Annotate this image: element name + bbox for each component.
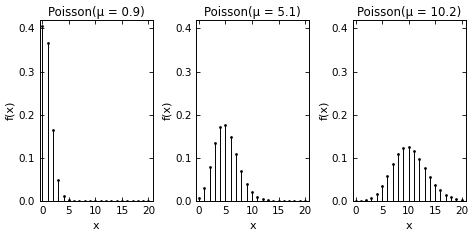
Y-axis label: f(x): f(x) [319,101,329,120]
Title: Poisson(μ = 10.2): Poisson(μ = 10.2) [357,5,462,18]
Title: Poisson(μ = 0.9): Poisson(μ = 0.9) [48,5,145,18]
Y-axis label: f(x): f(x) [6,101,16,120]
Y-axis label: f(x): f(x) [162,101,172,120]
Title: Poisson(μ = 5.1): Poisson(μ = 5.1) [204,5,301,18]
X-axis label: x: x [249,221,256,232]
X-axis label: x: x [406,221,413,232]
X-axis label: x: x [93,221,100,232]
